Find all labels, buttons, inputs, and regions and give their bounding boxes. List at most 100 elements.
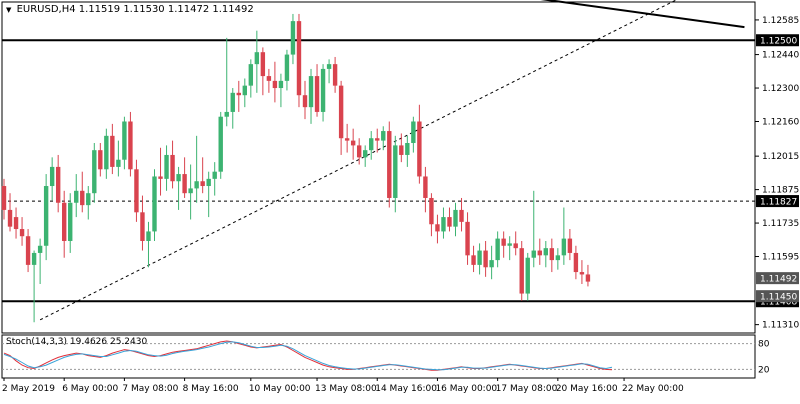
candle (19, 217, 25, 246)
candle (80, 171, 85, 213)
chart-header: ▼ EURUSD,H4 1.11519 1.11530 1.11472 1.11… (6, 4, 254, 15)
candle-body (128, 121, 133, 170)
candle (98, 143, 103, 177)
candle (326, 59, 332, 84)
stochastic-indicator (2, 340, 755, 371)
stoch-series-signal (3, 341, 613, 371)
candle (332, 56, 338, 93)
price-tick-label: 1.12160 (762, 117, 799, 127)
time-tick-label: 17 May 08:00 (496, 384, 558, 394)
candle-body (134, 169, 139, 213)
candle (278, 73, 284, 108)
price-tick-label: 1.11595 (762, 253, 799, 263)
candle (7, 193, 13, 232)
price-tick-label: 1.11875 (762, 186, 799, 196)
candle (375, 128, 380, 153)
candle-body (43, 186, 49, 246)
ohlc-label: 1.11519 1.11530 1.11472 1.11492 (78, 4, 254, 15)
horizontal-lines[interactable] (2, 39, 755, 303)
candle-body (441, 217, 446, 232)
candle-body (429, 197, 434, 225)
candle-body (338, 85, 344, 139)
candle (369, 131, 374, 160)
candle-body (399, 145, 404, 155)
candle-body (447, 217, 452, 227)
time-tick-label: 6 May 00:00 (62, 384, 118, 394)
candle (423, 166, 428, 213)
candle (110, 123, 115, 175)
candle (495, 231, 500, 268)
candle (194, 135, 199, 203)
price-tick-label: 1.12015 (762, 152, 799, 162)
stoch-title: Stoch(14,3,3) 19.4626 25.2430 (6, 337, 148, 347)
trendline-1[interactable] (39, 0, 678, 321)
candle (206, 171, 211, 218)
candle (302, 80, 308, 120)
candle (49, 157, 55, 201)
candle (224, 37, 229, 127)
candle (170, 140, 175, 189)
candle (363, 145, 368, 167)
candle (344, 123, 350, 153)
candle-body (525, 257, 530, 294)
candle (128, 111, 133, 177)
candle-body (242, 85, 247, 96)
price-badge-1.11408: 1.11408 (760, 298, 797, 308)
candle (543, 240, 548, 268)
candle (242, 78, 247, 108)
candle (116, 140, 121, 177)
price-tick-label: 1.12440 (762, 51, 799, 61)
candle-body (537, 250, 542, 256)
candle (471, 245, 476, 273)
stoch-frame (1, 334, 756, 379)
candle-body (74, 190, 79, 203)
candle (176, 166, 181, 210)
dropdown-triangle-icon[interactable]: ▼ (6, 6, 12, 14)
candle (68, 193, 73, 253)
candle-body (140, 212, 145, 241)
price-badge-bg (756, 34, 799, 47)
candle-body (405, 143, 410, 155)
candle (447, 207, 452, 232)
candle-body (212, 171, 217, 179)
candle-body (350, 140, 356, 146)
candle (513, 231, 518, 256)
candle (308, 68, 314, 124)
trendline-2[interactable] (540, 0, 745, 29)
candle-body (200, 181, 205, 187)
candle-body (98, 150, 103, 170)
candle-body (555, 255, 561, 261)
time-tick-label: 7 May 08:00 (122, 384, 178, 394)
candle-body (37, 245, 43, 253)
candle (579, 260, 585, 285)
candle-body (206, 178, 211, 187)
candle-body (31, 252, 37, 265)
candle (555, 248, 561, 270)
candle-body (164, 154, 169, 179)
candle-body (254, 52, 260, 65)
candle (338, 80, 344, 155)
candle-body (49, 166, 55, 187)
price-tick-label: 1.12585 (762, 16, 799, 26)
candle (296, 13, 302, 108)
candles (1, 13, 591, 323)
candle-body (332, 64, 338, 86)
time-tick-label: 8 May 16:00 (183, 384, 239, 394)
candle-body (501, 238, 506, 246)
price-tick-label: 1.12300 (762, 84, 799, 94)
candle (393, 135, 398, 213)
price-tick-label: 1.11310 (762, 321, 799, 331)
price-badge-1.12500: 1.12500 (760, 37, 797, 47)
candle-body (531, 250, 536, 258)
candle-body (477, 250, 482, 265)
candle-body (573, 252, 579, 273)
candle-body (567, 238, 573, 253)
candle-body (152, 176, 157, 232)
candle (140, 195, 145, 251)
candle-body (387, 131, 392, 198)
main-frame (1, 1, 756, 334)
time-tick-label: 20 May 16:00 (556, 384, 618, 394)
trendlines[interactable] (39, 0, 745, 321)
